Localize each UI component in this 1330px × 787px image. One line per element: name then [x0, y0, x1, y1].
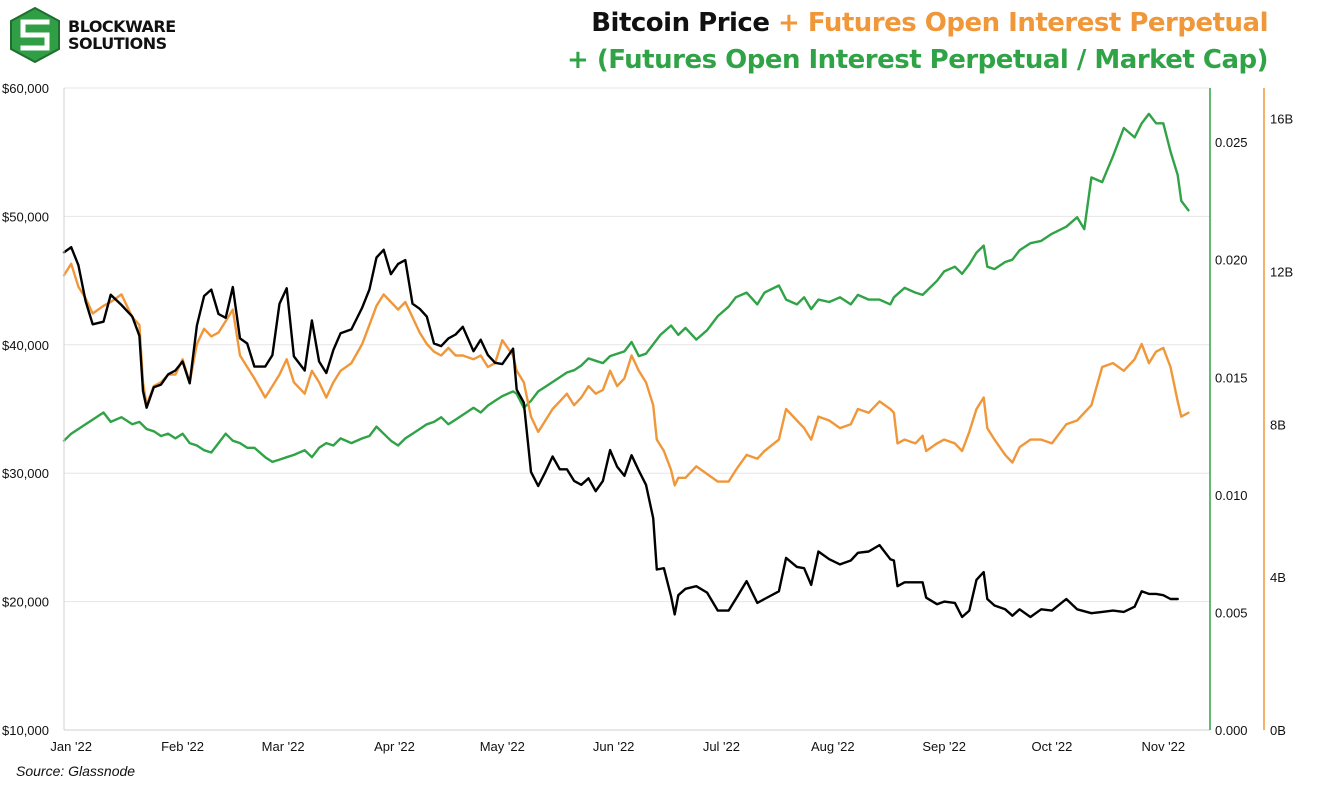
- ratio-axis-tick-label: 0.000: [1215, 723, 1248, 738]
- title-oi-market-cap-ratio: + (Futures Open Interest Perpetual / Mar…: [566, 45, 1269, 75]
- title-open-interest: + Futures Open Interest Perpetual: [769, 8, 1268, 38]
- series-line-futures-open-interest-perpetual: [62, 262, 1190, 487]
- left-axis-tick-label: $60,000: [2, 81, 49, 96]
- oi-axis-tick-label: 0B: [1270, 723, 1286, 738]
- logo-line-2: SOLUTIONS: [68, 34, 167, 53]
- series-line-futures-open-interest-perpetual-market-cap: [62, 112, 1190, 464]
- x-axis-tick-label: Nov '22: [1141, 739, 1185, 754]
- x-axis-tick-label: Sep '22: [922, 739, 966, 754]
- x-axis-tick-label: Oct '22: [1032, 739, 1073, 754]
- left-axis-tick-label: $50,000: [2, 209, 49, 224]
- ratio-axis-tick-label: 0.005: [1215, 605, 1248, 620]
- chart-title-line-1: Bitcoin Price + Futures Open Interest Pe…: [591, 8, 1268, 38]
- logo-hexagon-icon: [10, 6, 60, 64]
- gridlines: [64, 87, 1210, 731]
- oi-axis-tick-label: 4B: [1270, 570, 1286, 585]
- axes: $10,000 $20,000 $30,000 $40,000 $50,000 $60,0…: [2, 81, 1293, 754]
- left-axis-tick-label: $30,000: [2, 466, 49, 481]
- x-axis-tick-label: Feb '22: [161, 739, 204, 754]
- logo-line-1: BLOCKWARE: [68, 17, 176, 36]
- left-axis-tick-label: $40,000: [2, 338, 49, 353]
- ratio-axis-tick-label: 0.015: [1215, 370, 1248, 385]
- logo: BLOCKWARE SOLUTIONS: [6, 6, 176, 66]
- chart-title-line-2: + (Futures Open Interest Perpetual / Mar…: [566, 45, 1269, 75]
- ratio-axis-tick-label: 0.025: [1215, 135, 1248, 150]
- x-axis-tick-label: Aug '22: [811, 739, 855, 754]
- oi-axis-tick-label: 8B: [1270, 417, 1286, 432]
- left-axis-tick-label: $20,000: [2, 595, 49, 610]
- left-axis-tick-label: $10,000: [2, 723, 49, 738]
- oi-axis-tick-label: 12B: [1270, 264, 1293, 279]
- series-line-bitcoin-price: [62, 246, 1179, 619]
- source-note: Source: Glassnode: [16, 763, 136, 779]
- plot-area: [62, 112, 1190, 619]
- x-axis-tick-label: Mar '22: [262, 739, 305, 754]
- x-axis-tick-label: Jan '22: [50, 739, 92, 754]
- x-axis-tick-label: Apr '22: [374, 739, 415, 754]
- x-axis-tick-label: Jul '22: [703, 739, 740, 754]
- x-axis-tick-label: May '22: [480, 739, 525, 754]
- ratio-axis-tick-label: 0.010: [1215, 488, 1248, 503]
- oi-axis-tick-label: 16B: [1270, 112, 1293, 127]
- x-axis-tick-label: Jun '22: [593, 739, 635, 754]
- title-bitcoin-price: Bitcoin Price: [591, 8, 770, 38]
- ratio-axis-tick-label: 0.020: [1215, 253, 1248, 268]
